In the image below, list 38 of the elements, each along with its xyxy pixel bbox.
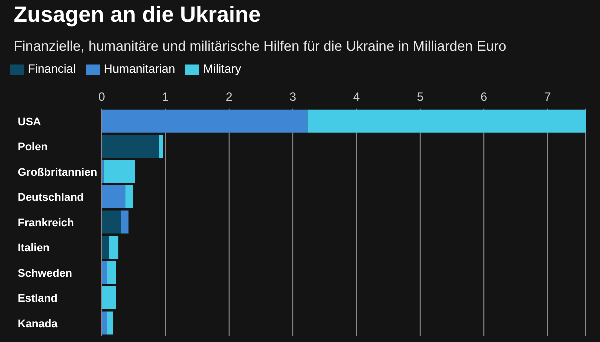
x-tick-label: 2 [226,90,234,104]
x-tick-label: 1 [162,90,170,104]
bar [102,261,108,284]
x-tick-label: 4 [353,90,360,104]
y-tick-label: Deutschland [18,192,84,204]
x-tick-label: 5 [417,90,424,104]
chart-subtitle: Finanzielle, humanitäre und militärische Hilfen für die Ukraine in Milliarden Euro [14,38,507,54]
y-tick-label: Italien [18,242,50,255]
y-tick-label: USA [18,116,42,128]
bar [102,210,122,234]
bar [121,210,129,234]
bar [107,312,114,335]
bar [104,160,136,184]
y-tick-label: Großbritannien [18,166,98,179]
y-tick-label: Estland [18,293,58,306]
bar [102,110,308,133]
bar [107,261,116,284]
y-tick-label: Schweden [18,268,73,280]
bar [308,110,586,133]
x-tick-label: 7 [544,90,552,104]
y-tick-label: Polen [18,142,48,154]
bar [102,286,116,310]
bar [159,135,164,158]
bar [102,312,108,335]
chart-title: Zusagen an die Ukraine [14,2,261,28]
y-tick-label: Kanada [18,318,59,330]
x-tick-label: 0 [98,90,106,104]
legend-label: Military [203,62,242,76]
bar [102,135,160,158]
x-tick-label: 3 [290,90,297,104]
bar [102,186,126,209]
x-tick-label: 6 [480,90,488,104]
bar [102,236,110,260]
legend-label: Financial [28,62,76,76]
y-tick-label: Frankreich [18,217,75,230]
legend-label: Humanitarian [104,62,176,76]
bar [109,236,119,260]
bar [126,186,134,209]
